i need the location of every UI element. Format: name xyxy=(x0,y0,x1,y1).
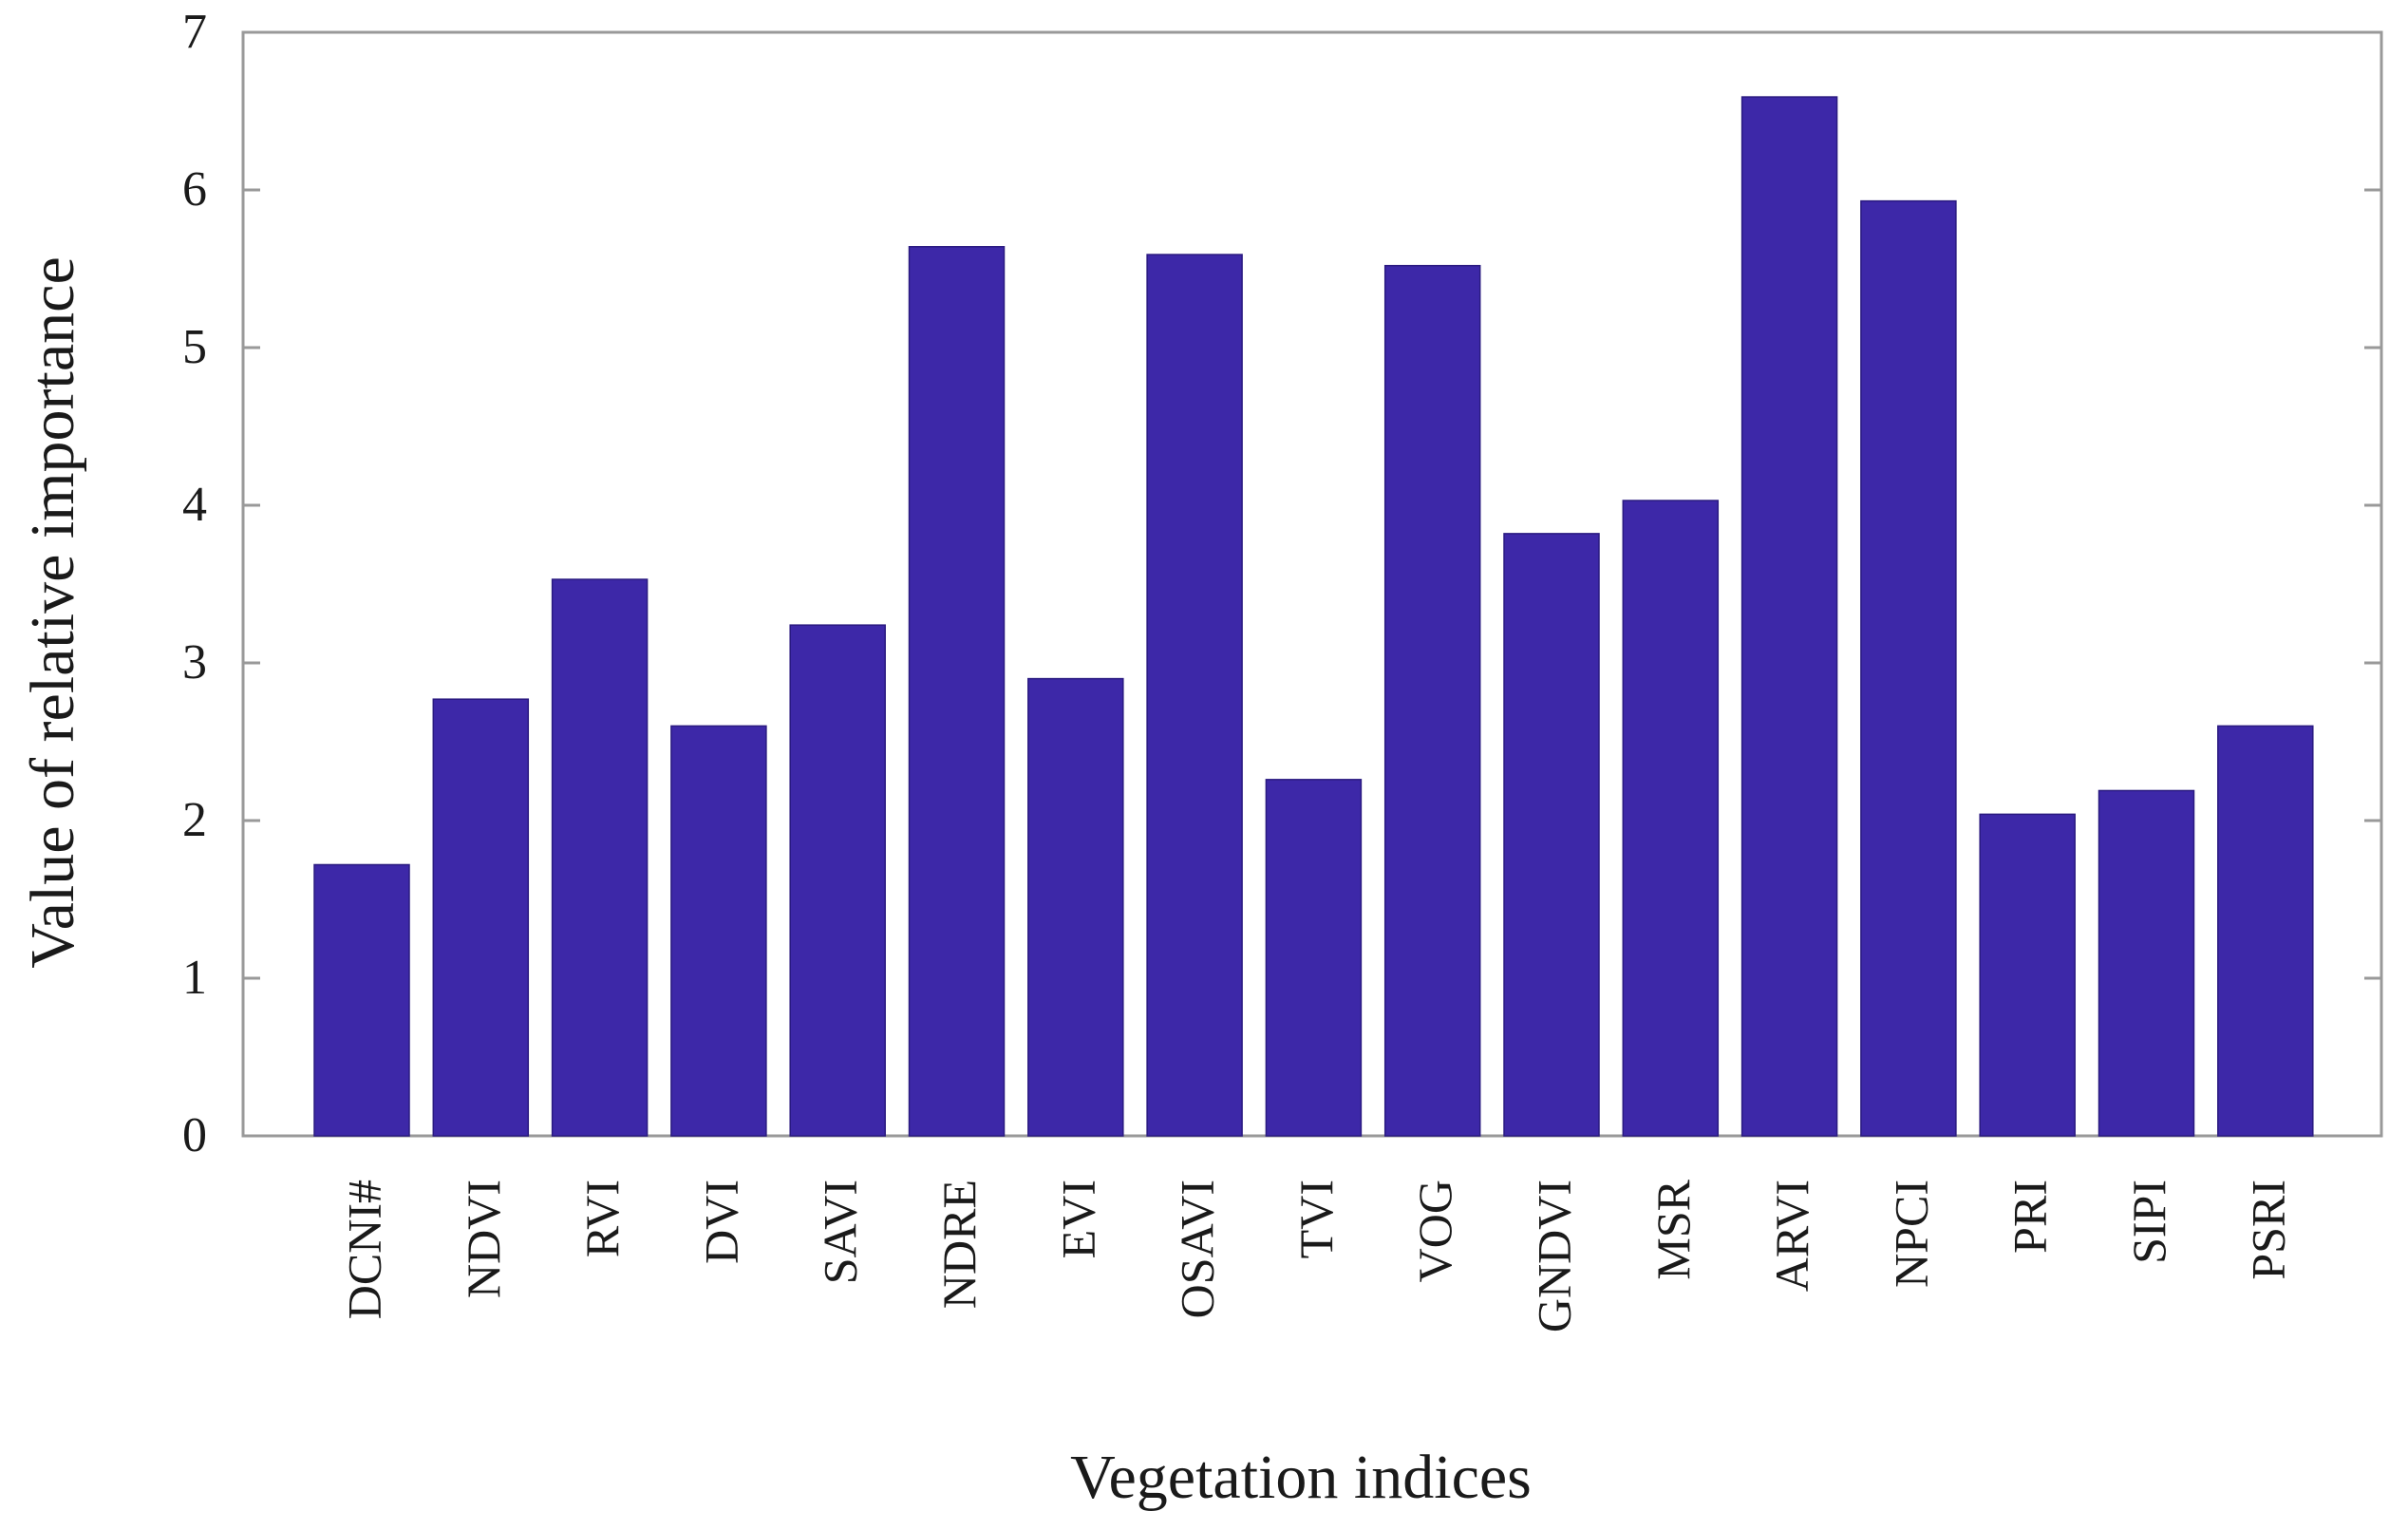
bar xyxy=(1265,779,1363,1137)
bar xyxy=(551,578,649,1137)
bar xyxy=(1979,813,2076,1137)
bar xyxy=(2098,789,2195,1137)
bar xyxy=(1860,199,1957,1137)
x-tick-label: SIPI xyxy=(2122,1180,2175,1264)
x-tick-label: TVI xyxy=(1289,1180,1343,1258)
y-tick-label: 0 xyxy=(182,1108,207,1162)
bar xyxy=(1622,500,1720,1137)
bar xyxy=(2217,725,2314,1137)
bars-group xyxy=(313,96,2314,1137)
bar xyxy=(1027,677,1124,1137)
bar xyxy=(1503,533,1600,1137)
y-tick-label: 2 xyxy=(182,793,207,847)
y-axis-title: Value of relative importance xyxy=(18,256,87,969)
y-axis-ticks: 0 1 2 3 4 5 6 7 xyxy=(182,5,2381,1162)
bar xyxy=(1740,96,1838,1137)
bar xyxy=(908,246,1006,1137)
x-tick-label: NDVI xyxy=(457,1180,510,1298)
bar xyxy=(670,725,767,1137)
x-tick-label: DVI xyxy=(694,1180,747,1264)
x-tick-label: PSRI xyxy=(2241,1180,2294,1280)
bar xyxy=(432,698,530,1137)
x-tick-label: GNDVI xyxy=(1527,1180,1580,1332)
x-tick-label: PRI xyxy=(2004,1180,2057,1254)
y-tick-label: 5 xyxy=(182,320,207,374)
x-tick-label: EVI xyxy=(1051,1180,1104,1258)
x-tick-label: VOG xyxy=(1408,1180,1461,1282)
y-tick-label: 4 xyxy=(182,478,207,532)
x-axis-title: Vegetation indices xyxy=(1070,1443,1532,1512)
x-tick-label: ARVI xyxy=(1765,1180,1818,1292)
bar xyxy=(789,624,886,1137)
y-tick-label: 7 xyxy=(182,5,207,59)
bar xyxy=(1383,264,1481,1137)
x-tick-label: SAVI xyxy=(814,1180,867,1284)
y-tick-label: 1 xyxy=(182,951,207,1005)
x-tick-label: MSR xyxy=(1646,1179,1700,1279)
x-tick-label: OSAVI xyxy=(1171,1180,1224,1318)
x-tick-label: NDRE xyxy=(932,1180,986,1309)
x-tick-label: RVI xyxy=(575,1180,629,1257)
y-tick-label: 3 xyxy=(182,635,207,689)
x-tick-label: DCNI# xyxy=(337,1180,390,1319)
bar xyxy=(1146,254,1243,1137)
y-tick-label: 6 xyxy=(182,162,207,217)
x-axis-labels: DCNI# NDVI RVI DVI SAVI NDRE EVI OSAVI TVI VOG GND… xyxy=(337,1179,2294,1332)
x-tick-label: NPCI xyxy=(1884,1180,1937,1288)
bar xyxy=(313,863,410,1137)
